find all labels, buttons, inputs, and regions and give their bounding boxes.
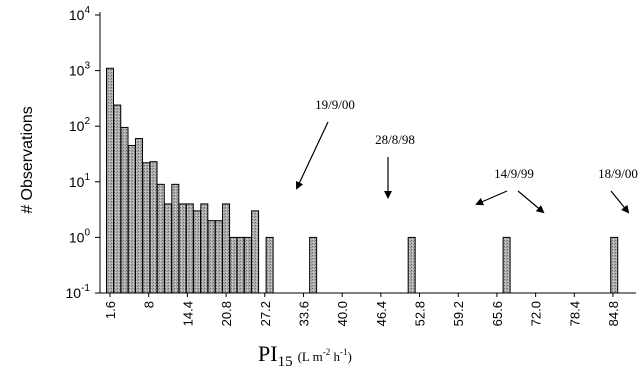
y-tick-label: 10-1 — [66, 283, 91, 301]
bar — [309, 236, 318, 294]
x-tick-label: 8 — [142, 301, 157, 308]
x-tick-label: 52.8 — [413, 301, 428, 326]
x-axis-label-unit-e1: -2 — [323, 347, 331, 357]
annotation-label: 28/8/98 — [375, 132, 415, 147]
x-tick-label: 27.2 — [258, 301, 273, 326]
bar — [265, 236, 274, 294]
x-tick-label: 1.6 — [103, 301, 118, 319]
bar — [236, 236, 245, 294]
bar — [214, 220, 223, 294]
y-axis: 10-1 100 101 102 103 104 — [66, 5, 101, 301]
bar — [164, 203, 173, 294]
bar — [502, 236, 511, 294]
x-tick-label: 78.4 — [567, 301, 582, 326]
bar — [106, 67, 114, 294]
x-axis-label-unit-l: (L m — [298, 349, 323, 364]
x-tick-label: 46.4 — [374, 301, 389, 326]
bar — [127, 144, 136, 294]
x-tick-label: 84.8 — [606, 301, 621, 326]
bar — [171, 183, 180, 294]
y-tick-label: 100 — [69, 227, 91, 245]
x-tick-label: 14.4 — [180, 301, 195, 326]
x-axis-label-unit-m: h — [330, 349, 340, 364]
x-tick-label: 65.6 — [490, 301, 505, 326]
x-axis-label: PI15 (L m-2 h-1) — [258, 341, 352, 370]
bar — [222, 203, 231, 294]
annotation-arrow — [610, 190, 630, 214]
x-tick-label: 20.8 — [219, 301, 234, 326]
x-axis-label-unit-r: ) — [347, 349, 351, 364]
annotation-arrow — [517, 190, 545, 214]
bars — [106, 67, 619, 294]
bar — [229, 236, 238, 294]
bar — [200, 203, 209, 294]
x-tick-label: 33.6 — [296, 301, 311, 326]
y-tick-label: 102 — [69, 116, 91, 134]
annotation-arrow — [475, 190, 508, 206]
x-axis-label-main: PI — [258, 341, 278, 366]
annotation-label: 14/9/99 — [494, 166, 534, 181]
x-axis: 1.6 8 14.4 20.8 27.2 33.6 40.0 46.4 52.8 59.2 65.6… — [100, 292, 636, 326]
bar — [135, 138, 144, 294]
x-tick-label: 72.0 — [529, 301, 544, 326]
y-axis-label: # Observations — [19, 106, 36, 214]
x-tick-label: 59.2 — [451, 301, 466, 326]
x-tick-label: 40.0 — [335, 301, 350, 326]
bar — [185, 203, 194, 294]
y-tick-label: 101 — [69, 172, 91, 190]
bar — [407, 236, 416, 294]
bar — [142, 162, 151, 294]
bar — [193, 210, 202, 294]
annotation-label: 18/9/00 — [598, 166, 638, 181]
bar — [113, 104, 122, 294]
bar — [207, 220, 216, 294]
bar — [178, 203, 187, 294]
y-tick-label: 104 — [69, 5, 91, 23]
bar — [243, 236, 252, 294]
annotation-arrow — [295, 121, 329, 190]
annotation-label: 19/9/00 — [315, 97, 355, 112]
bar — [251, 210, 260, 294]
y-tick-label: 103 — [69, 61, 91, 79]
bar — [156, 183, 165, 294]
x-axis-label-sub: 15 — [278, 354, 293, 370]
bar — [149, 161, 158, 294]
annotations: 19/9/00 28/8/98 14/9/99 18/9/00 — [295, 97, 638, 214]
bar — [120, 126, 129, 294]
x-axis-label-unit-e2: -1 — [340, 347, 348, 357]
bar — [610, 236, 619, 294]
